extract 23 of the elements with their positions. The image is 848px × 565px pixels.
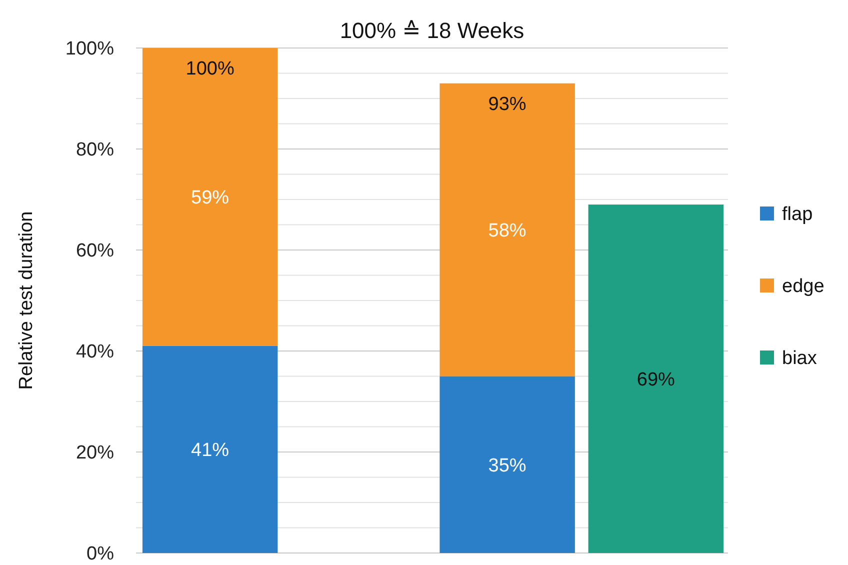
bar — [588, 204, 724, 553]
legend-label: edge — [782, 276, 824, 298]
y-tick-label: 80% — [76, 140, 114, 161]
data-label: 35% — [488, 455, 526, 476]
data-label: 58% — [488, 220, 526, 242]
data-label: 69% — [636, 369, 676, 390]
y-axis-title: Relative test duration — [16, 211, 37, 390]
bar — [142, 346, 278, 553]
bar — [440, 83, 575, 376]
data-label: 59% — [191, 188, 230, 209]
y-tick-label: 0% — [86, 544, 114, 565]
y-tick-label: 60% — [76, 240, 114, 262]
y-tick-label: 40% — [76, 342, 114, 363]
total-label: 93% — [488, 94, 526, 115]
data-label: 41% — [191, 440, 230, 462]
bar — [142, 48, 278, 346]
y-tick-label: 20% — [76, 442, 114, 464]
bar — [440, 376, 575, 553]
legend-label: biax — [782, 348, 818, 370]
y-tick-label: 100% — [65, 38, 114, 60]
total-label: 100% — [186, 58, 234, 80]
chart-title: 100% ≙ 18 Weeks — [340, 18, 524, 43]
legend-label: flap — [782, 204, 813, 226]
